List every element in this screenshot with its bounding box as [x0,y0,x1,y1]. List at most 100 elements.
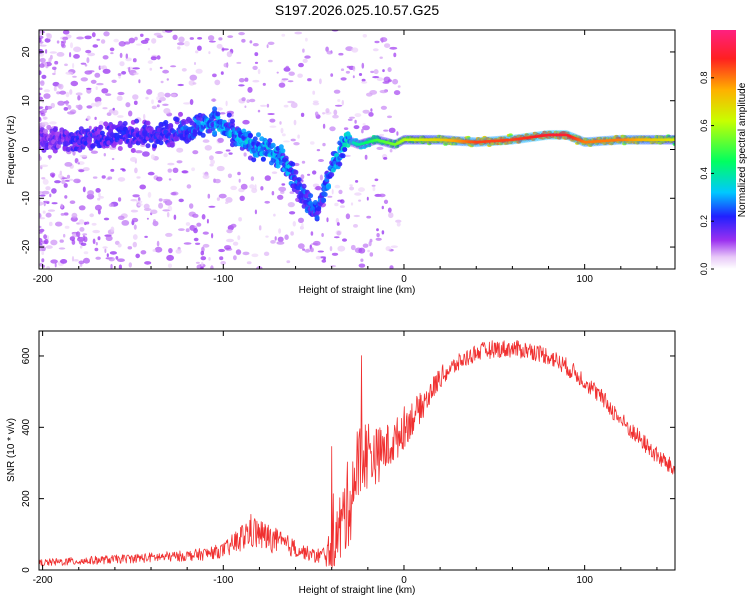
heatmap-noise-cell [160,80,164,84]
heatmap-noise-cell [367,249,370,253]
heatmap-noise-cell [334,104,343,107]
heatmap-noise-cell [347,118,353,122]
heatmap-noise-cell [163,108,171,114]
heatmap-noise-cell [143,113,146,120]
heatmap-noise-cell [210,159,216,165]
heatmap-noise-cell [48,155,51,160]
heatmap-noise-cell [44,238,49,245]
heatmap-noise-cell [237,171,241,176]
heatmap-noise-cell [39,57,46,63]
heatmap-noise-cell [210,265,214,269]
heatmap-noise-cell [333,89,341,94]
heatmap-noise-cell [346,65,351,69]
heatmap-noise-cell [219,256,224,261]
heatmap-noise-cell [211,98,217,102]
heatmap-noise-cell [176,160,183,164]
heatmap-ridge-cell [145,143,151,149]
heatmap-noise-cell [358,199,362,202]
heatmap-noise-cell [342,238,347,242]
heatmap-noise-cell [258,225,262,231]
heatmap-noise-cell [121,71,127,75]
heatmap-noise-cell [214,79,221,86]
heatmap-noise-cell [300,174,305,180]
heatmap-noise-cell [331,188,334,195]
heatmap-noise-cell [142,151,150,157]
heatmap-noise-cell [200,256,207,261]
heatmap-noise-cell [162,69,170,74]
heatmap-noise-cell [128,37,135,44]
heatmap-noise-cell [146,89,153,95]
heatmap-noise-cell [396,131,399,136]
heatmap-ridge-cell [366,144,372,148]
heatmap-ridge-cell [169,140,175,146]
heatmap-noise-cell [39,92,42,96]
heatmap-noise-cell [90,150,98,154]
heatmap-noise-cell [39,262,43,267]
heatmap-noise-cell [251,253,259,258]
heatmap-noise-cell [117,177,126,182]
heatmap-noise-cell [54,180,61,184]
heatmap-ridge-cell [280,148,286,154]
heatmap-noise-cell [185,228,190,233]
heatmap-noise-cell [319,174,323,181]
heatmap-noise-cell [96,38,101,41]
heatmap-noise-cell [208,205,216,208]
heatmap-ridge-cell [158,140,164,146]
heatmap-noise-cell [270,240,276,244]
heatmap-noise-cell [358,263,366,268]
heatmap-noise-cell [351,47,359,53]
heatmap-noise-cell [338,189,343,195]
heatmap-noise-cell [226,229,233,234]
heatmap-noise-cell [206,218,209,224]
heatmap-noise-cell [360,258,364,262]
heatmap-noise-cell [225,197,233,203]
heatmap-noise-cell [300,112,305,117]
heatmap-noise-cell [69,236,76,242]
heatmap-noise-cell [362,109,370,114]
heatmap-ridge-cell [134,118,140,124]
heatmap-ridge-cell [122,121,128,126]
heatmap-noise-cell [60,203,64,209]
heatmap-noise-cell [178,36,185,43]
heatmap-noise-cell [211,233,214,239]
heatmap-ridge-cell [117,146,123,151]
heatmap-noise-cell [167,263,173,268]
snr-panel: -200 -100 0 100 0 200 400 600 Height of straigh… [6,330,676,596]
heatmap-ylabel: Frequency (Hz) [6,116,17,185]
heatmap-noise-cell [56,52,65,57]
heatmap-noise-cell [95,86,98,91]
heatmap-noise-cell [58,247,66,250]
heatmap-noise-cell [276,241,285,245]
heatmap-noise-cell [77,162,81,165]
heatmap-noise-cell [195,261,200,264]
heatmap-noise-cell [132,58,137,63]
heatmap-noise-cell [64,162,73,167]
heatmap-noise-cell [322,142,326,147]
heatmap-noise-cell [387,67,392,73]
heatmap-noise-cell [173,214,177,220]
heatmap-noise-cell [195,242,201,245]
heatmap-noise-cell [217,137,224,143]
heatmap-noise-cell [109,251,117,255]
heatmap-noise-cell [150,56,157,61]
heatmap-noise-cell [202,139,210,143]
heatmap-noise-cell [85,221,90,225]
heatmap-noise-cell [375,237,382,241]
heatmap-noise-cell [106,253,109,258]
heatmap-ridge-cell [308,193,314,199]
heatmap-noise-cell [269,118,276,123]
heatmap-noise-cell [397,85,401,88]
heatmap-noise-cell [241,38,246,43]
heatmap-noise-cell [216,43,223,49]
heatmap-noise-cell [144,261,152,265]
heatmap-noise-cell [317,250,324,253]
heatmap-noise-cell [276,71,279,74]
heatmap-noise-cell [339,205,345,208]
colorbar-gradient [711,30,736,269]
colorbar-label: Normalized spectral amplitude [737,82,748,217]
heatmap-noise-cell [219,112,226,115]
heatmap-noise-cell [369,90,378,95]
heatmap-noise-cell [177,42,185,46]
heatmap-noise-cell [170,93,177,98]
